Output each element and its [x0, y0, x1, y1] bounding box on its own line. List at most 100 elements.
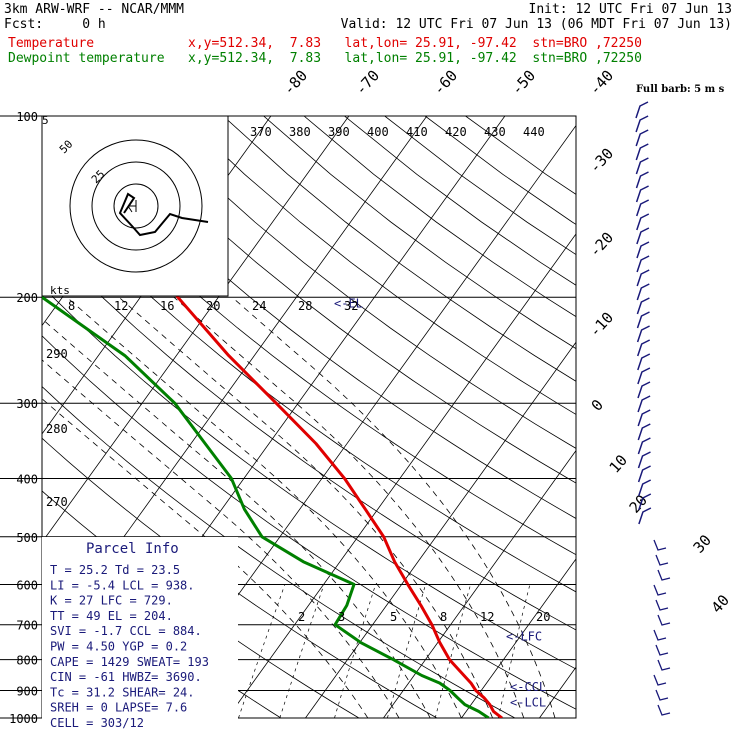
wind-barb [657, 569, 671, 581]
speed-scale-label: 20 [206, 299, 220, 313]
wind-scale-label: Full barb: 5 m s [636, 84, 725, 95]
wind-barb [655, 689, 669, 701]
theta-label: 410 [406, 125, 428, 139]
level-marker: <-LFC [506, 629, 542, 643]
parcel-info-title: Parcel Info [86, 541, 179, 557]
mixing-ratio-line [279, 584, 325, 718]
wind-barb [635, 101, 649, 119]
pressure-label: 100 [16, 110, 38, 124]
speed-scale-label: 16 [160, 299, 174, 313]
parcel-info-row: SVI = -1.7 CCL = 884. [50, 624, 202, 638]
dry-adiabat-line [42, 236, 576, 631]
theta-left-label: 270 [46, 495, 68, 509]
isotherm-line [695, 116, 740, 718]
hodograph-ring [91, 161, 181, 251]
wind-barb [635, 143, 649, 161]
isotherm-label: 0 [588, 396, 607, 415]
level-marker: <-EL [334, 296, 363, 310]
moist-adiabat-line [42, 318, 431, 718]
wind-barb [638, 493, 652, 511]
isotherm-label: -10 [586, 308, 618, 340]
wind-barb [636, 255, 650, 273]
parcel-info-box [42, 537, 238, 720]
isotherm-line [227, 233, 576, 718]
model-title: 3km ARW-WRF -- NCAR/MMM [4, 2, 185, 17]
wind-barb [653, 629, 667, 641]
hodograph-ring [69, 139, 203, 273]
moist-adiabat-line [42, 398, 369, 718]
theta-label: 400 [367, 125, 389, 139]
wind-barb [635, 129, 649, 147]
wind-barb [657, 659, 671, 671]
dry-adiabat-line [142, 116, 576, 449]
wind-barb [637, 437, 651, 455]
isotherm-line [42, 116, 350, 543]
parcel-info-row: SREH = 0 LAPSE= 7.6 [50, 701, 187, 715]
parcel-info-row: CIN = -61 HWBZ= 3690. [50, 670, 202, 684]
isotherm-line [305, 341, 576, 718]
theta-label: 380 [289, 125, 311, 139]
dewpoint-legend: Dewpoint temperature x,y=512.34, 7.83 la… [8, 51, 642, 66]
isotherm-label: 40 [708, 591, 733, 616]
theta-left-label: 280 [46, 422, 68, 436]
wind-barb [637, 423, 651, 441]
parcel-info-row: CELL = 303/12 [50, 716, 144, 730]
parcel-info-row: K = 27 LFC = 729. [50, 594, 173, 608]
mixing-ratio-label: 8 [440, 610, 447, 624]
isotherm-label: -30 [586, 144, 618, 176]
pressure-label: 400 [16, 472, 38, 486]
wind-barb [637, 353, 651, 371]
dry-adiabat-line [101, 116, 576, 484]
mixing-ratio-line [334, 584, 376, 718]
wind-barb [637, 395, 651, 413]
dry-adiabat-line [42, 285, 576, 670]
wind-barb [655, 644, 669, 656]
hodograph-unit-label: kts [50, 284, 70, 297]
wind-barb [637, 465, 651, 483]
speed-scale-label: 8 [68, 299, 75, 313]
plot-frame [41, 115, 577, 719]
dry-adiabat-line [263, 116, 576, 350]
hodograph-ring-label: 5 [42, 114, 49, 127]
pressure-label: 900 [16, 684, 38, 698]
hodograph-trace [118, 192, 209, 237]
parcel-info-row: PW = 4.50 YGP = 0.2 [50, 640, 187, 654]
theta-label: 390 [328, 125, 350, 139]
pressure-label: 1000 [9, 712, 38, 726]
isotherm-label: -20 [586, 228, 618, 260]
wind-barb [636, 213, 650, 231]
wind-barb [653, 539, 667, 551]
wind-barb [637, 367, 651, 385]
isotherm-label: -70 [352, 66, 384, 98]
parcel-info-row: T = 25.2 Td = 23.5 [50, 563, 180, 577]
wind-barb [636, 283, 650, 301]
hodograph-ring [113, 183, 159, 229]
wind-barb [653, 674, 667, 686]
wind-barb [635, 199, 650, 217]
isotherm-label: 10 [606, 451, 631, 476]
wind-barb [636, 297, 650, 315]
parcel-info-row: LI = -5.4 LCL = 938. [50, 578, 195, 592]
speed-scale-label: 24 [252, 299, 266, 313]
level-marker: <-LCL [510, 695, 546, 709]
mixing-ratio-label: 5 [390, 610, 397, 624]
pressure-label: 600 [16, 578, 38, 592]
dry-adiabat-line [42, 187, 576, 593]
forecast-hour: Fcst: 0 h [4, 17, 106, 32]
wind-barb [636, 227, 650, 245]
mixing-ratio-line [238, 584, 286, 718]
dry-adiabat-line [222, 116, 576, 382]
isotherm-line [383, 449, 576, 718]
pressure-label: 700 [16, 619, 38, 633]
theta-left-label: 290 [46, 347, 68, 361]
isotherm-label: -60 [430, 66, 462, 98]
isotherm-line [461, 558, 576, 718]
dry-adiabat-line [42, 386, 516, 718]
isotherm-label: -80 [280, 66, 312, 98]
parcel-info-row: Tc = 31.2 SHEAR= 24. [50, 685, 195, 699]
valid-time: Valid: 12 UTC Fri 07 Jun 13 (06 MDT Fri … [340, 17, 732, 32]
wind-barb [635, 171, 649, 189]
dry-adiabat-line [424, 116, 576, 225]
wind-barb [636, 269, 650, 287]
